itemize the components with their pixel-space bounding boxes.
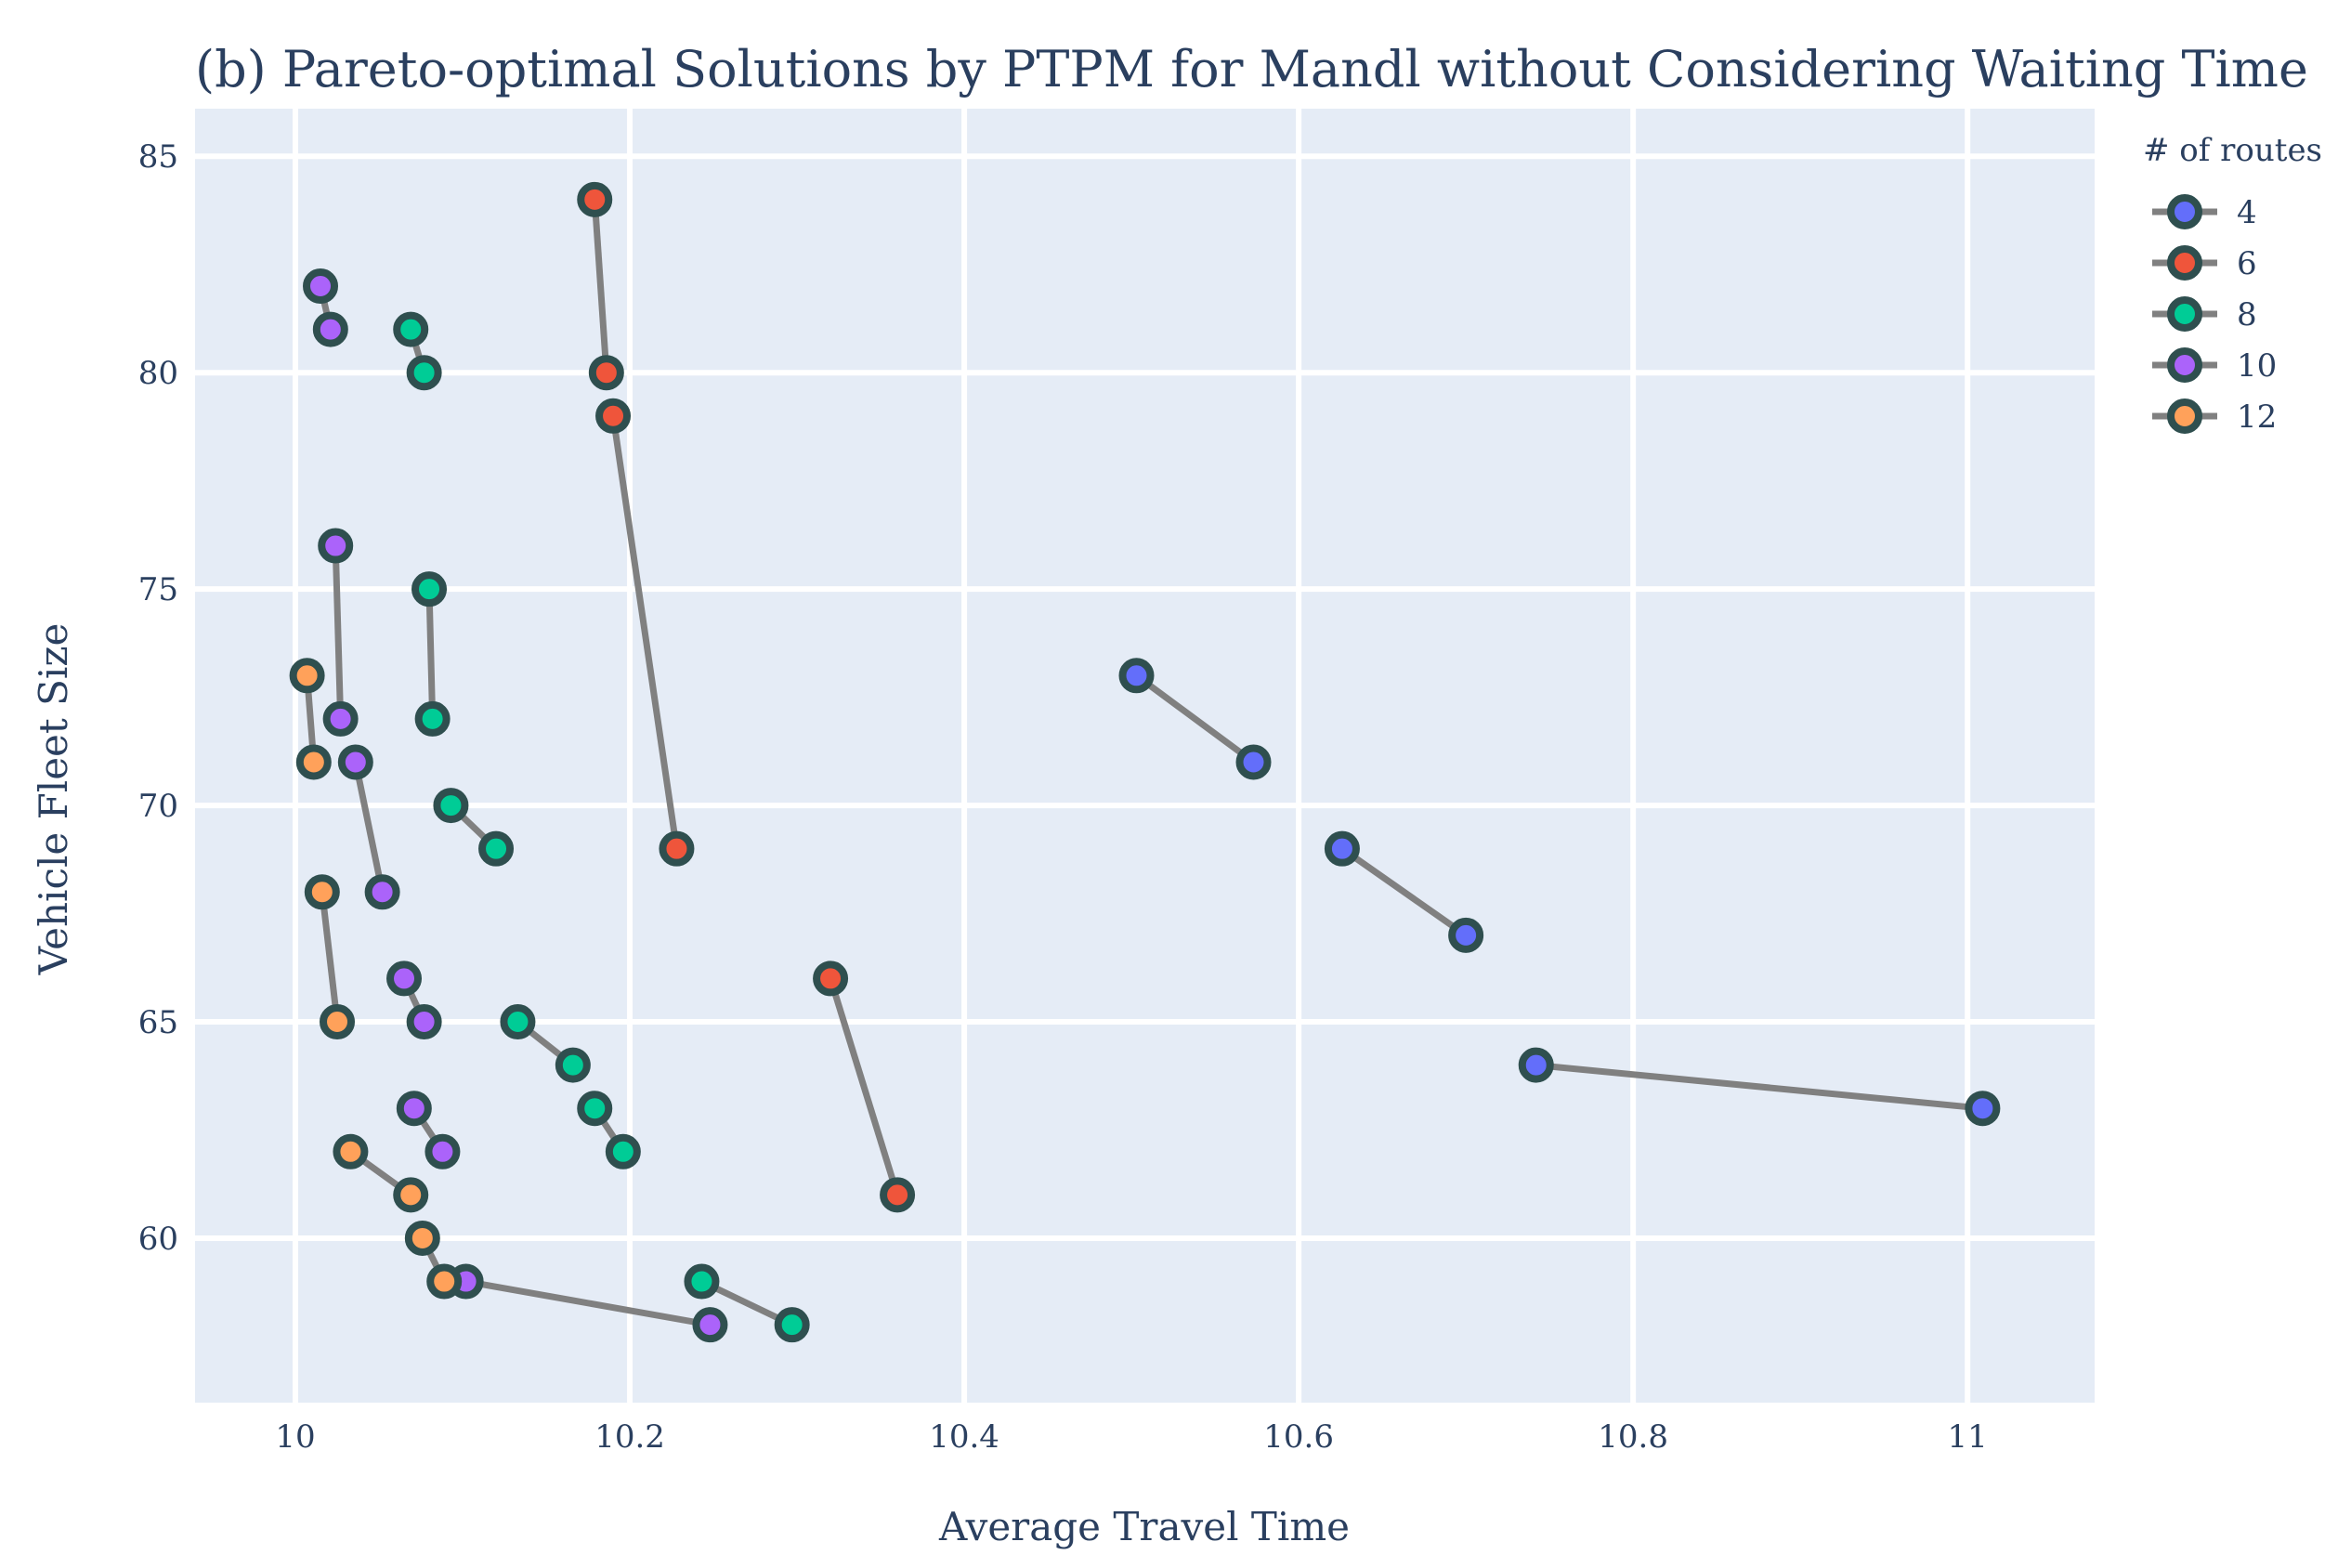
data-point-routes-12 <box>304 874 340 910</box>
legend-marker <box>2167 194 2202 229</box>
data-point-routes-6 <box>577 181 613 217</box>
data-point-routes-8 <box>406 355 442 391</box>
legend-marker <box>2167 245 2202 281</box>
connector-line-routes-6 <box>827 977 901 1196</box>
legend-label: 6 <box>2237 245 2257 282</box>
x-axis-ticks: 10 10.2 10.4 10.6 10.8 11 <box>275 1418 1987 1456</box>
x-tick-label: 10.8 <box>1598 1418 1668 1456</box>
legend-item-routes-10[interactable]: 10 <box>2152 347 2277 385</box>
data-point-routes-12 <box>320 1004 356 1040</box>
data-point-routes-6 <box>659 830 695 867</box>
legend-marker <box>2167 296 2202 332</box>
data-point-routes-6 <box>588 355 624 391</box>
data-point-routes-8 <box>605 1133 641 1169</box>
legend-label: 10 <box>2237 347 2277 385</box>
data-point-routes-10 <box>312 311 348 347</box>
legend-marker <box>2167 347 2202 383</box>
x-tick-label: 10 <box>275 1418 315 1456</box>
legend-item-routes-12[interactable]: 12 <box>2152 399 2277 436</box>
data-point-routes-8 <box>774 1307 810 1343</box>
connector-line-routes-4 <box>1134 673 1256 765</box>
data-point-routes-6 <box>595 398 632 434</box>
connector-line-routes-6 <box>591 199 610 373</box>
data-point-routes-6 <box>813 960 849 997</box>
data-point-routes-10 <box>364 874 400 910</box>
data-point-routes-4 <box>1448 917 1484 953</box>
y-axis-ticks: 60 65 70 75 80 85 <box>138 138 178 1258</box>
legend-item-routes-8[interactable]: 8 <box>2152 296 2257 333</box>
data-point-routes-12 <box>404 1220 440 1256</box>
data-markers <box>289 181 2001 1343</box>
data-point-routes-12 <box>289 658 325 694</box>
connector-line-routes-4 <box>1339 845 1469 938</box>
connector-line-routes-10 <box>352 761 386 893</box>
y-tick-label: 70 <box>138 788 178 825</box>
data-point-routes-8 <box>411 571 448 608</box>
data-point-routes-4 <box>1965 1091 2001 1127</box>
data-point-routes-8 <box>414 700 451 737</box>
connector-line-routes-10 <box>465 1278 712 1328</box>
data-point-routes-10 <box>386 960 423 997</box>
data-point-routes-12 <box>426 1263 463 1300</box>
y-tick-label: 80 <box>138 355 178 392</box>
legend-item-routes-6[interactable]: 6 <box>2152 245 2257 282</box>
legend-items: 4 6 8 10 12 <box>2152 194 2277 436</box>
data-point-routes-8 <box>500 1004 536 1040</box>
data-point-routes-4 <box>1118 658 1155 694</box>
connector-line-routes-6 <box>609 415 680 850</box>
legend-item-routes-4[interactable]: 4 <box>2152 194 2257 231</box>
legend-label: 8 <box>2237 296 2257 333</box>
data-point-routes-8 <box>555 1047 591 1083</box>
data-point-routes-4 <box>1324 830 1360 867</box>
data-point-routes-12 <box>393 1177 429 1213</box>
x-tick-label: 10.4 <box>929 1418 999 1456</box>
plot-background <box>195 109 2095 1403</box>
data-point-routes-8 <box>433 788 469 824</box>
data-point-routes-4 <box>1518 1047 1554 1083</box>
data-point-routes-10 <box>337 744 373 780</box>
x-tick-label: 10.2 <box>594 1418 665 1456</box>
data-point-routes-8 <box>577 1091 613 1127</box>
y-tick-label: 85 <box>138 138 178 176</box>
connector-line-routes-4 <box>1535 1062 1983 1112</box>
legend-label: 4 <box>2237 194 2257 231</box>
x-axis-label: Average Travel Time <box>938 1504 1350 1549</box>
y-tick-label: 65 <box>138 1004 178 1041</box>
x-tick-label: 11 <box>1948 1418 1988 1456</box>
chart-title: (b) Pareto-optimal Solutions by PTPM for… <box>195 40 2308 98</box>
x-tick-label: 10.6 <box>1263 1418 1334 1456</box>
data-point-routes-12 <box>333 1133 369 1169</box>
data-point-routes-12 <box>295 744 332 780</box>
legend[interactable]: # of routes 4 6 8 10 12 <box>2143 132 2322 436</box>
y-tick-label: 75 <box>138 571 178 608</box>
data-point-routes-10 <box>303 268 339 305</box>
legend-title: # of routes <box>2143 132 2322 169</box>
data-point-routes-10 <box>692 1307 728 1343</box>
gridlines <box>195 109 2095 1403</box>
data-point-routes-8 <box>478 830 515 867</box>
connector-line-routes-12 <box>319 891 341 1023</box>
data-point-routes-8 <box>684 1263 720 1300</box>
data-point-routes-8 <box>393 311 429 347</box>
legend-label: 12 <box>2237 399 2277 436</box>
y-tick-label: 60 <box>138 1221 178 1258</box>
data-point-routes-4 <box>1235 744 1272 780</box>
data-point-routes-10 <box>396 1091 432 1127</box>
y-axis-label: Vehicle Fleet Size <box>31 623 76 976</box>
data-point-routes-6 <box>880 1177 916 1213</box>
legend-marker <box>2167 399 2202 434</box>
data-point-routes-10 <box>424 1133 461 1169</box>
data-point-routes-10 <box>406 1004 442 1040</box>
connector-line-routes-8 <box>425 589 437 719</box>
connector-line-routes-10 <box>332 545 345 720</box>
data-point-routes-10 <box>322 700 359 737</box>
data-point-routes-10 <box>318 528 354 564</box>
